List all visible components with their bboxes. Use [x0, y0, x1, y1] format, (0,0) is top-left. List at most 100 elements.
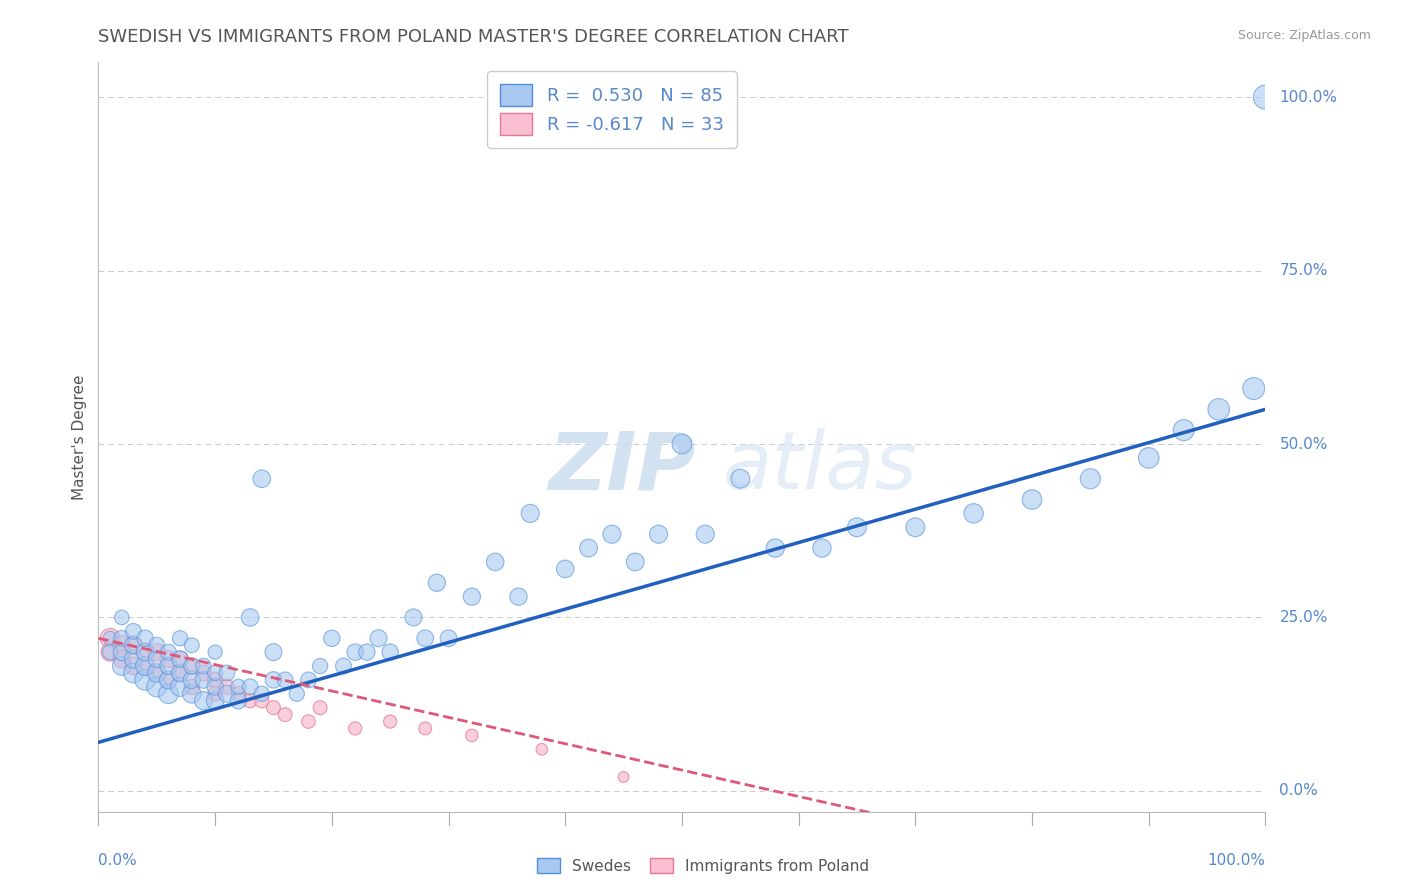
Point: [461, 728, 484, 742]
Point: [204, 645, 226, 659]
Point: [228, 687, 250, 701]
Point: [763, 541, 786, 555]
Point: [461, 590, 484, 604]
Point: [134, 659, 156, 673]
Point: [169, 652, 191, 666]
Text: atlas: atlas: [723, 428, 918, 506]
Point: [730, 472, 752, 486]
Point: [1243, 382, 1265, 396]
Text: 75.0%: 75.0%: [1279, 263, 1327, 278]
Point: [356, 645, 378, 659]
Point: [402, 610, 425, 624]
Point: [134, 645, 156, 659]
Point: [262, 645, 284, 659]
Point: [228, 680, 250, 694]
Point: [98, 632, 121, 646]
Point: [846, 520, 869, 534]
Point: [811, 541, 834, 555]
Point: [180, 687, 202, 701]
Point: [111, 632, 134, 646]
Point: [321, 632, 343, 646]
Point: [367, 632, 389, 646]
Point: [122, 665, 145, 680]
Point: [193, 673, 215, 687]
Point: [157, 659, 180, 673]
Point: [1137, 450, 1160, 465]
Point: [98, 632, 121, 646]
Text: SWEDISH VS IMMIGRANTS FROM POLAND MASTER'S DEGREE CORRELATION CHART: SWEDISH VS IMMIGRANTS FROM POLAND MASTER…: [98, 28, 849, 45]
Point: [180, 638, 202, 652]
Point: [413, 722, 436, 736]
Point: [204, 694, 226, 708]
Point: [180, 673, 202, 687]
Point: [437, 632, 460, 646]
Point: [111, 659, 134, 673]
Point: [519, 507, 541, 521]
Point: [180, 659, 202, 673]
Point: [250, 694, 273, 708]
Point: [671, 437, 693, 451]
Point: [98, 645, 121, 659]
Point: [134, 673, 156, 687]
Point: [157, 687, 180, 701]
Point: [228, 694, 250, 708]
Point: [169, 680, 191, 694]
Point: [250, 472, 273, 486]
Point: [344, 722, 367, 736]
Point: [344, 645, 367, 659]
Point: [380, 645, 402, 659]
Point: [180, 680, 202, 694]
Point: [426, 575, 449, 590]
Point: [613, 770, 636, 784]
Point: [695, 527, 717, 541]
Point: [1080, 472, 1102, 486]
Point: [122, 624, 145, 639]
Point: [297, 714, 319, 729]
Point: [962, 507, 984, 521]
Point: [239, 680, 262, 694]
Point: [904, 520, 927, 534]
Point: [146, 638, 169, 652]
Point: [262, 673, 284, 687]
Point: [122, 638, 145, 652]
Point: [554, 562, 576, 576]
Point: [239, 610, 262, 624]
Point: [157, 673, 180, 687]
Point: [285, 687, 308, 701]
Point: [215, 680, 238, 694]
Point: [250, 687, 273, 701]
Point: [204, 665, 226, 680]
Text: Source: ZipAtlas.com: Source: ZipAtlas.com: [1237, 29, 1371, 42]
Text: 25.0%: 25.0%: [1279, 610, 1327, 625]
Point: [600, 527, 623, 541]
Text: 100.0%: 100.0%: [1279, 89, 1337, 104]
Text: 0.0%: 0.0%: [1279, 783, 1319, 798]
Point: [193, 659, 215, 673]
Point: [1021, 492, 1043, 507]
Point: [274, 707, 297, 722]
Point: [204, 687, 226, 701]
Point: [530, 742, 553, 756]
Point: [193, 665, 215, 680]
Legend: Swedes, Immigrants from Poland: Swedes, Immigrants from Poland: [531, 852, 875, 880]
Point: [647, 527, 669, 541]
Y-axis label: Master's Degree: Master's Degree: [72, 375, 87, 500]
Point: [111, 652, 134, 666]
Point: [146, 665, 169, 680]
Point: [508, 590, 530, 604]
Point: [134, 645, 156, 659]
Point: [624, 555, 647, 569]
Legend: R =  0.530   N = 85, R = -0.617   N = 33: R = 0.530 N = 85, R = -0.617 N = 33: [488, 71, 737, 148]
Point: [122, 652, 145, 666]
Point: [169, 665, 191, 680]
Point: [169, 665, 191, 680]
Point: [146, 680, 169, 694]
Point: [193, 694, 215, 708]
Point: [484, 555, 506, 569]
Text: 100.0%: 100.0%: [1208, 853, 1265, 868]
Point: [134, 659, 156, 673]
Point: [98, 645, 121, 659]
Point: [297, 673, 319, 687]
Point: [413, 632, 436, 646]
Point: [215, 665, 238, 680]
